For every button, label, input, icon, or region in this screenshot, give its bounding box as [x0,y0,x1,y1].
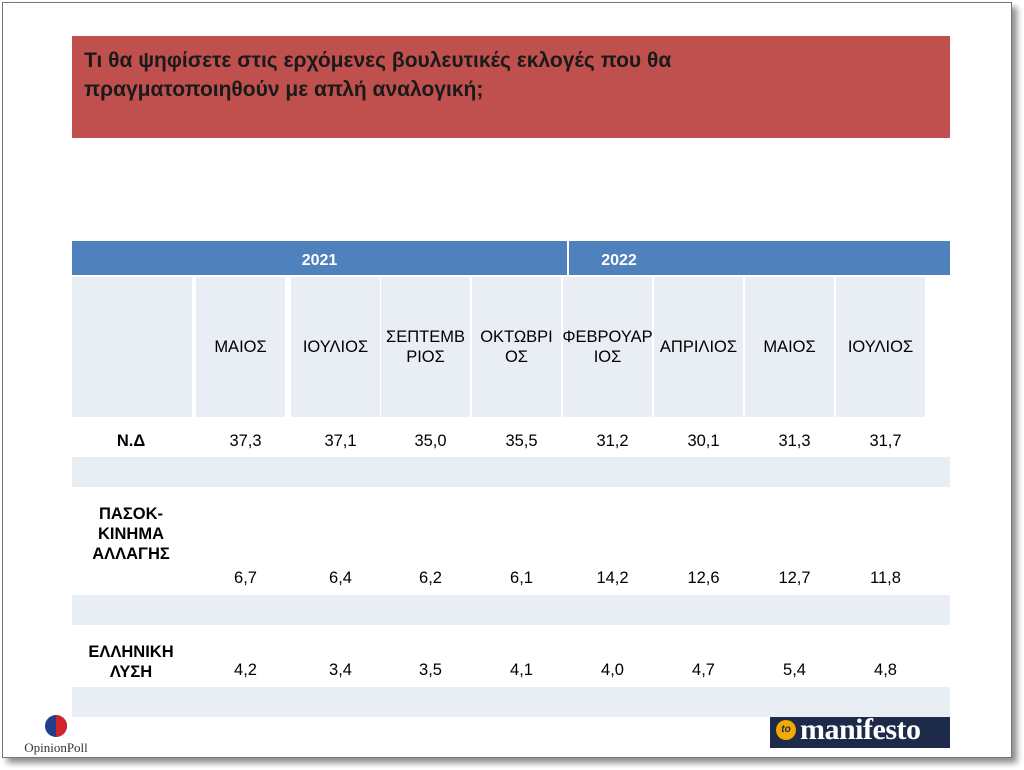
month-header-text: ΑΠΡΙΛΙΟΣ [659,338,738,356]
year-header-2022: 2022 [569,241,950,275]
month-header-text: ΟΣ [504,348,529,366]
header-blank-cell [72,277,192,417]
month-header-text: ΜΑΙΟΣ [763,338,816,356]
value-cell: 12,6 [687,569,720,587]
slide-title: Τι θα ψηφίσετε στις ερχόμενες βουλευτικέ… [84,49,672,101]
month-header-text: ΙΟΥΛΙΟΣ [847,338,914,356]
month-header-text: ΟΚΤΩΒΡΙ [480,328,553,346]
party-label-line: ΠΑΣΟΚ- [99,505,163,523]
month-header-text: ΙΟΣ [593,348,622,366]
value-cell: 37,3 [229,432,262,450]
year-label-2021: 2021 [301,252,338,269]
table-row: ΕΛΛΗΝΙΚΗ ΛΥΣΗ 4,2 3,4 3,5 4,1 4,0 4,7 5,4 4,8 [72,638,950,684]
value-cell: 6,4 [329,569,352,587]
value-cell: 37,1 [324,432,357,450]
month-header-text: ΜΑΙΟΣ [214,338,267,356]
opinionpoll-logo-text: OpinionPoll [24,740,88,755]
party-label: Ν.Δ [72,431,190,451]
value-cell: 4,0 [601,661,624,679]
value-cell: 3,4 [329,661,352,679]
month-header-cell: ΙΟΥΛΙΟΣ [836,277,925,417]
party-label-line: Ν.Δ [116,432,146,450]
value-cell: 4,1 [510,661,533,679]
value-cell: 6,1 [510,569,533,587]
table-row: ΠΑΣΟΚ- ΚΙΝΗΜΑ ΑΛΛΑΓΗΣ 6,7 6,4 6,2 6,1 14,2 12,6 1… [72,500,950,592]
opinionpoll-circle-icon [45,715,67,737]
month-header-cell: ΜΑΙΟΣ [196,277,285,417]
value-cell: 35,5 [505,432,538,450]
month-header-text: ΙΟΥΛΙΟΣ [302,338,369,356]
value-cell: 6,7 [234,569,257,587]
year-label-2022: 2022 [601,252,637,269]
month-header-cell: ΟΚΤΩΒΡΙ ΟΣ [472,277,561,417]
party-label: ΠΑΣΟΚ- ΚΙΝΗΜΑ ΑΛΛΑΓΗΣ [72,504,190,564]
month-header-text: ΡΙΟΣ [406,348,445,366]
value-cell: 31,7 [869,432,902,450]
value-cell: 12,7 [778,569,811,587]
manifesto-logo: to manifesto [770,712,950,748]
value-cell: 30,1 [687,432,720,450]
party-label-line: ΚΙΝΗΜΑ [98,525,164,543]
value-cell: 14,2 [596,569,629,587]
month-header-cell: ΜΑΙΟΣ [745,277,834,417]
value-cell: 5,4 [783,661,806,679]
party-label: ΕΛΛΗΝΙΚΗ ΛΥΣΗ [72,642,190,682]
party-label-line: ΕΛΛΗΝΙΚΗ [88,643,174,661]
value-cell: 3,5 [419,661,442,679]
month-header-row: ΜΑΙΟΣ ΙΟΥΛΙΟΣ ΣΕΠΤΕΜΒ ΡΙΟΣ ΟΚΤΩΒΡΙ ΟΣ ΦΕΒΡΟΥΑΡ… [72,277,950,417]
value-cell: 31,3 [778,432,811,450]
year-header-2021: 2021 [72,241,567,275]
row-shade [72,457,950,487]
month-header-cell: ΙΟΥΛΙΟΣ [291,277,380,417]
opinionpoll-logo: OpinionPoll [18,712,94,758]
value-cell: 4,2 [234,661,257,679]
value-cell: 4,8 [874,661,897,679]
value-cell: 6,2 [419,569,442,587]
month-header-cell: ΦΕΒΡΟΥΑΡ ΙΟΣ [562,277,653,417]
manifesto-to-badge: to [776,720,796,740]
month-header-cell: ΑΠΡΙΛΙΟΣ [654,277,743,417]
title-box: Τι θα ψηφίσετε στις ερχόμενες βουλευτικέ… [72,36,950,138]
table-row: Ν.Δ 37,3 37,1 35,0 35,5 31,2 30,1 31,3 31,7 [72,425,950,455]
manifesto-logo-text: manifesto [800,713,921,746]
party-label-line: ΛΥΣΗ [109,663,153,681]
month-header-cell: ΣΕΠΤΕΜΒ ΡΙΟΣ [381,277,470,417]
row-shade [72,687,950,717]
row-shade [72,595,950,625]
value-cell: 35,0 [414,432,447,450]
month-header-text: ΦΕΒΡΟΥΑΡ [562,328,653,346]
value-cell: 11,8 [870,569,901,587]
party-label-line: ΑΛΛΑΓΗΣ [92,545,170,563]
month-header-text: ΣΕΠΤΕΜΒ [386,328,465,346]
value-cell: 4,7 [692,661,715,679]
value-cell: 31,2 [596,432,629,450]
